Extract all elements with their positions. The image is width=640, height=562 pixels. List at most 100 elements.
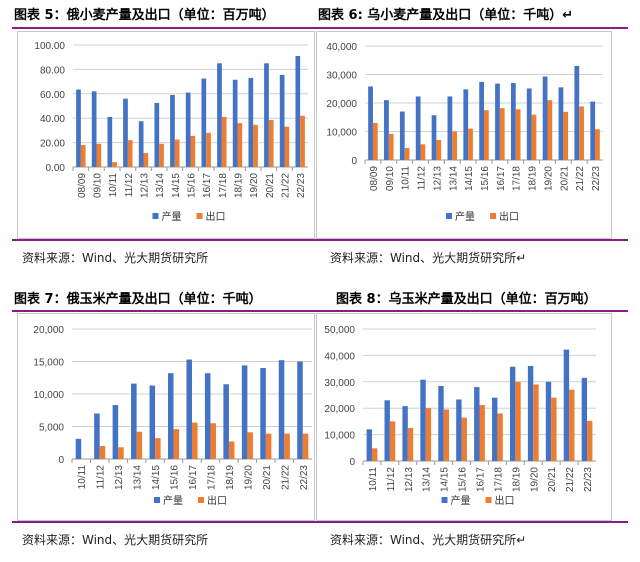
x-tick-label: 15/16: [458, 467, 469, 492]
legend-swatch: [152, 213, 159, 219]
x-tick-label: 19/20: [249, 173, 260, 198]
legend-swatch: [485, 497, 492, 503]
bar-production: [366, 429, 372, 461]
bar-production: [558, 87, 564, 160]
y-tick-label: 0: [58, 455, 64, 466]
x-tick-label: 08/09: [77, 173, 88, 198]
bar-production: [510, 83, 516, 160]
bar-export: [579, 106, 584, 160]
figure-5-source: 资料来源：Wind、光大期货研究所: [22, 251, 209, 265]
figure-7-source: 资料来源：Wind、光大期货研究所: [22, 533, 209, 547]
bar-production: [248, 77, 254, 167]
bar-production: [168, 373, 174, 459]
bar-export: [371, 448, 378, 461]
x-tick-label: 17/18: [493, 467, 504, 492]
legend-swatch: [441, 497, 448, 503]
bar-production: [526, 88, 532, 160]
bar-production: [474, 387, 480, 461]
y-tick-label: 40,000: [326, 42, 357, 53]
rule: [12, 521, 628, 523]
top-rule: [12, 27, 628, 29]
bar-production: [545, 381, 552, 461]
legend-swatch: [490, 213, 496, 219]
x-tick-label: 14/15: [171, 173, 182, 198]
y-tick-label: 100.00: [34, 41, 65, 52]
x-tick-label: 11/12: [386, 467, 397, 492]
figure-7-title: 图表 7：俄玉米产量及出口（单位：千吨）: [14, 292, 262, 307]
x-tick-label: 18/19: [234, 173, 245, 198]
bar-export: [484, 110, 489, 160]
x-tick-label: 09/10: [93, 173, 104, 198]
x-tick-label: 20/21: [547, 467, 558, 492]
bar-export: [425, 408, 432, 461]
x-tick-label: 13/14: [155, 173, 166, 198]
x-tick-label: 10/11: [77, 465, 88, 490]
x-tick-label: 12/13: [140, 173, 151, 198]
x-tick-label: 16/17: [188, 465, 199, 490]
bar-production: [574, 65, 580, 160]
bar-export: [420, 144, 426, 160]
bar-production: [563, 349, 570, 461]
bar-export: [210, 423, 216, 459]
x-tick-label: 12/13: [432, 166, 443, 191]
x-tick-label: 09/10: [385, 166, 396, 191]
x-tick-label: 13/14: [448, 166, 459, 191]
x-tick-label: 21/22: [575, 166, 586, 191]
bar-production: [492, 397, 498, 461]
x-tick-label: 21/22: [280, 465, 291, 490]
legend-label: 出口: [495, 494, 515, 507]
x-tick-label: 15/16: [170, 465, 181, 490]
bar-export: [443, 409, 450, 461]
bar-export: [515, 109, 521, 160]
legend-label: 产量: [455, 210, 475, 223]
bar-production: [201, 78, 207, 167]
y-tick-label: 20,000: [326, 99, 357, 110]
x-tick-label: 11/12: [124, 173, 135, 198]
bar-production: [384, 400, 390, 461]
bar-export: [479, 405, 485, 461]
bar-export: [452, 131, 458, 160]
figure-5-title: 图表 5：俄小麦产量及出口（单位：百万吨）: [14, 8, 275, 23]
x-tick-label: 12/13: [404, 467, 415, 492]
x-tick-label: 21/22: [281, 173, 292, 198]
x-tick-label: 22/23: [296, 173, 307, 198]
bar-export: [515, 381, 521, 461]
bar-production: [154, 102, 160, 167]
x-tick-label: 22/23: [299, 465, 310, 490]
y-tick-label: 10,000: [326, 128, 357, 139]
bar-export: [497, 413, 503, 461]
x-tick-label: 14/15: [464, 166, 475, 191]
bar-export: [284, 126, 290, 167]
x-tick-label: 16/17: [496, 166, 507, 191]
x-tick-label: 20/21: [262, 465, 273, 490]
chart-8-frame: [316, 313, 612, 521]
bar-production: [75, 438, 82, 459]
bar-export: [389, 421, 396, 461]
bar-export: [127, 140, 133, 167]
x-tick-label: 11/12: [417, 166, 428, 191]
x-tick-label: 15/16: [480, 166, 491, 191]
bar-production: [185, 92, 191, 167]
rule: [12, 239, 628, 241]
y-tick-label: 0: [349, 457, 355, 468]
x-tick-label: 15/16: [187, 173, 198, 198]
bar-export: [436, 140, 442, 160]
legend-label: 产量: [163, 494, 183, 507]
y-tick-label: 20,000: [33, 325, 64, 336]
bar-export: [388, 133, 394, 160]
bar-export: [407, 428, 414, 461]
bar-production: [264, 63, 269, 167]
x-tick-label: 17/18: [218, 173, 229, 198]
bar-production: [527, 365, 534, 461]
bar-production: [495, 83, 500, 160]
bar-export: [563, 111, 569, 160]
y-tick-label: 30,000: [326, 71, 357, 82]
y-tick-label: 30,000: [324, 378, 355, 389]
bar-export: [300, 115, 305, 167]
bar-export: [174, 139, 180, 167]
bar-export: [190, 135, 196, 167]
bar-export: [531, 114, 537, 160]
bar-export: [595, 129, 600, 160]
bar-production: [170, 95, 175, 167]
bar-export: [96, 143, 102, 167]
